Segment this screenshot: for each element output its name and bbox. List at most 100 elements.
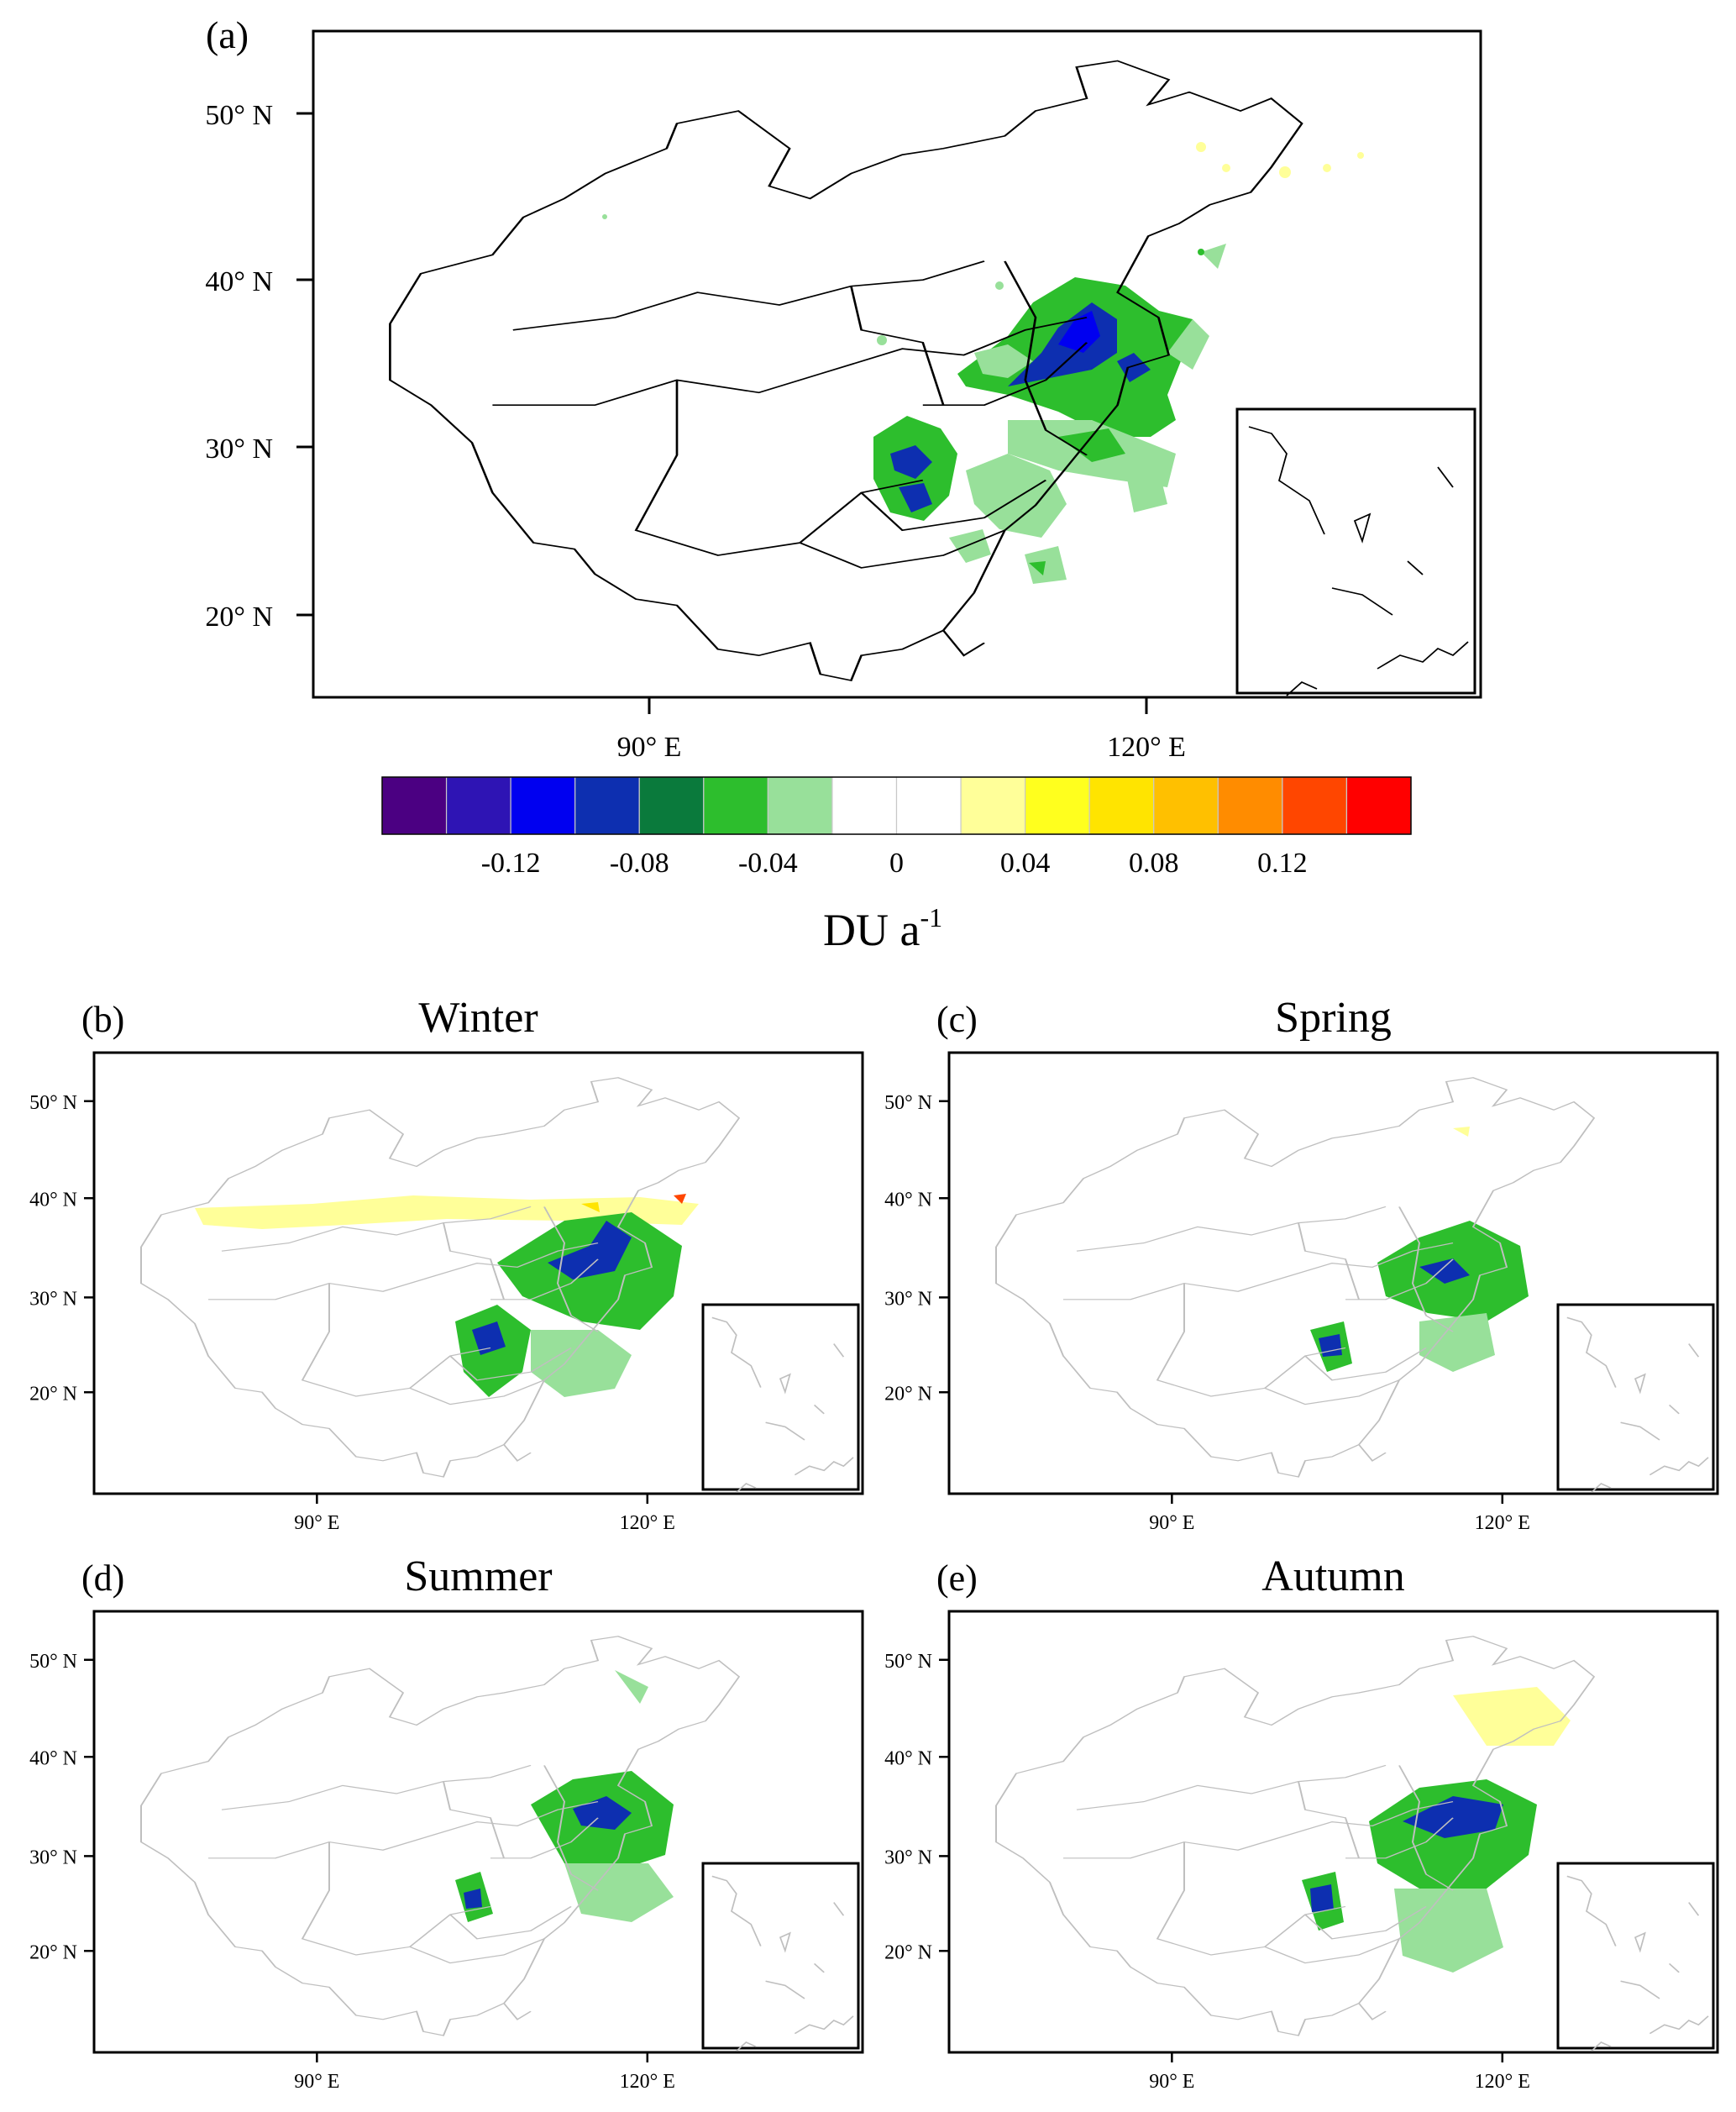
lat-label: 50° N	[29, 1092, 77, 1114]
colorbar-tick-label: -0.12	[481, 848, 541, 879]
inset-frame	[1556, 1303, 1715, 1491]
colorbar-tick-label: 0.08	[1129, 848, 1179, 879]
panel-title: Autumn	[1261, 1552, 1404, 1600]
colorbar-cell	[445, 776, 511, 835]
lat-label: 20° N	[884, 1941, 932, 1963]
lat-label: 40° N	[29, 1747, 77, 1769]
colorbar-cell	[703, 776, 768, 835]
trend-patch	[573, 1796, 632, 1830]
colorbar-tick-label: 0	[889, 848, 904, 879]
trend-patch	[1453, 1687, 1571, 1746]
lat-label: 40° N	[29, 1189, 77, 1211]
panel-letter: (b)	[81, 999, 124, 1040]
lon-label: 120° E	[620, 1512, 675, 1534]
panel-title: Spring	[1275, 994, 1392, 1042]
trend-patch	[1453, 1127, 1470, 1137]
trend-patch	[615, 1670, 648, 1704]
colorbar-cell	[895, 776, 962, 835]
lat-label: 50° N	[884, 1651, 932, 1673]
colorbar-tick-label: 0.04	[1000, 848, 1051, 879]
colorbar-cell	[381, 776, 448, 835]
lon-label: 120° E	[1475, 1512, 1530, 1534]
colorbar-cell	[1217, 776, 1283, 835]
lon-label: 90° E	[1149, 1512, 1194, 1534]
seasonal-panel: (c) Spring 50° N 40° N 30° N 20° N 90° E 120° E	[884, 994, 1719, 1534]
colorbar-cell	[510, 776, 576, 835]
trend-patch	[1419, 1313, 1495, 1372]
trend-patch	[564, 1863, 674, 1922]
colorbar-tick-label: -0.08	[610, 848, 669, 879]
lat-label: 20° N	[29, 1941, 77, 1963]
colorbar-frame	[381, 776, 1412, 835]
lat-label: 30° N	[884, 1847, 932, 1868]
lon-label: 90° E	[294, 1512, 339, 1534]
colorbar-cell	[960, 776, 1026, 835]
colorbar-cell	[1282, 776, 1348, 835]
panel-a: (a)	[205, 13, 1482, 763]
panel-letter-a: (a)	[206, 13, 249, 56]
inset-frame	[1556, 1862, 1715, 2050]
colorbar-ticks: -0.12 -0.08 -0.04 0 0.04 0.08 0.12	[481, 848, 1308, 879]
trend-patch	[472, 1321, 506, 1355]
colorbar: -0.12 -0.08 -0.04 0 0.04 0.08 0.12 DU a-1	[381, 776, 1412, 955]
trend-patches	[455, 1670, 674, 1922]
lon-axis-a: 90° E 120° E	[617, 697, 1186, 763]
panel-title: Summer	[404, 1552, 552, 1600]
lat-label: 50° N	[205, 100, 273, 131]
colorbar-cell	[574, 776, 640, 835]
lat-label: 40° N	[884, 1189, 932, 1211]
colorbar-tick-label: -0.04	[738, 848, 798, 879]
lat-label: 20° N	[29, 1383, 77, 1405]
trend-patch	[1419, 1258, 1470, 1284]
trend-patch	[674, 1194, 686, 1204]
trend-patches	[1302, 1687, 1571, 1973]
trend-patch	[1310, 1884, 1334, 1912]
lon-label: 90° E	[294, 2071, 339, 2093]
lat-label: 50° N	[29, 1651, 77, 1673]
lat-label: 40° N	[205, 266, 273, 297]
lat-axis-a: 50° N 40° N 30° N 20° N	[205, 100, 313, 633]
lat-label: 30° N	[205, 433, 273, 465]
colorbar-cell	[767, 776, 833, 835]
trend-patches-a	[602, 142, 1364, 584]
panel-letter: (e)	[936, 1558, 978, 1599]
lat-label: 30° N	[29, 1288, 77, 1310]
lat-label: 40° N	[884, 1747, 932, 1769]
trend-patch	[548, 1221, 632, 1279]
colorbar-cells	[381, 776, 1412, 835]
seasonal-panel: (d) Summer 50° N 40° N 30° N 20° N 90° E 120° E	[29, 1552, 864, 2093]
trend-patch	[531, 1330, 632, 1397]
trend-patch	[1403, 1796, 1503, 1838]
trend-patches	[195, 1194, 699, 1397]
panel-letter: (d)	[81, 1558, 124, 1599]
seasonal-panel: (e) Autumn 50° N 40° N 30° N 20° N 90° E 120° E	[884, 1552, 1719, 2093]
lon-label: 90° E	[1149, 2071, 1194, 2093]
lon-label: 120° E	[620, 2071, 675, 2093]
lat-label: 30° N	[884, 1288, 932, 1310]
trend-patches	[1310, 1127, 1529, 1372]
trend-patch	[1319, 1334, 1342, 1357]
lat-label: 30° N	[29, 1847, 77, 1868]
colorbar-cell	[638, 776, 705, 835]
colorbar-cell	[831, 776, 898, 835]
lon-label: 90° E	[617, 732, 682, 763]
lon-label: 120° E	[1475, 2071, 1530, 2093]
inset-frame	[701, 1862, 860, 2050]
colorbar-tick-label: 0.12	[1257, 848, 1308, 879]
seasonal-panel: (b) Winter 50° N 40° N 30° N 20° N 90° E 120° E	[29, 994, 864, 1534]
lat-label: 50° N	[884, 1092, 932, 1114]
seasonal-panels: (b) Winter 50° N 40° N 30° N 20° N 90° E 120° E…	[29, 994, 1719, 2093]
inset-frame	[701, 1303, 860, 1491]
colorbar-cell	[1088, 776, 1155, 835]
lat-label: 20° N	[884, 1383, 932, 1405]
colorbar-cell	[1345, 776, 1412, 835]
lon-label: 120° E	[1107, 732, 1186, 763]
lat-label: 20° N	[205, 602, 273, 633]
colorbar-unit: DU a-1	[823, 902, 942, 955]
panel-title: Winter	[418, 994, 538, 1042]
trend-patch	[464, 1889, 482, 1909]
inset-frame-a	[1235, 407, 1476, 695]
trend-patch	[581, 1202, 600, 1212]
colorbar-cell	[1025, 776, 1090, 835]
